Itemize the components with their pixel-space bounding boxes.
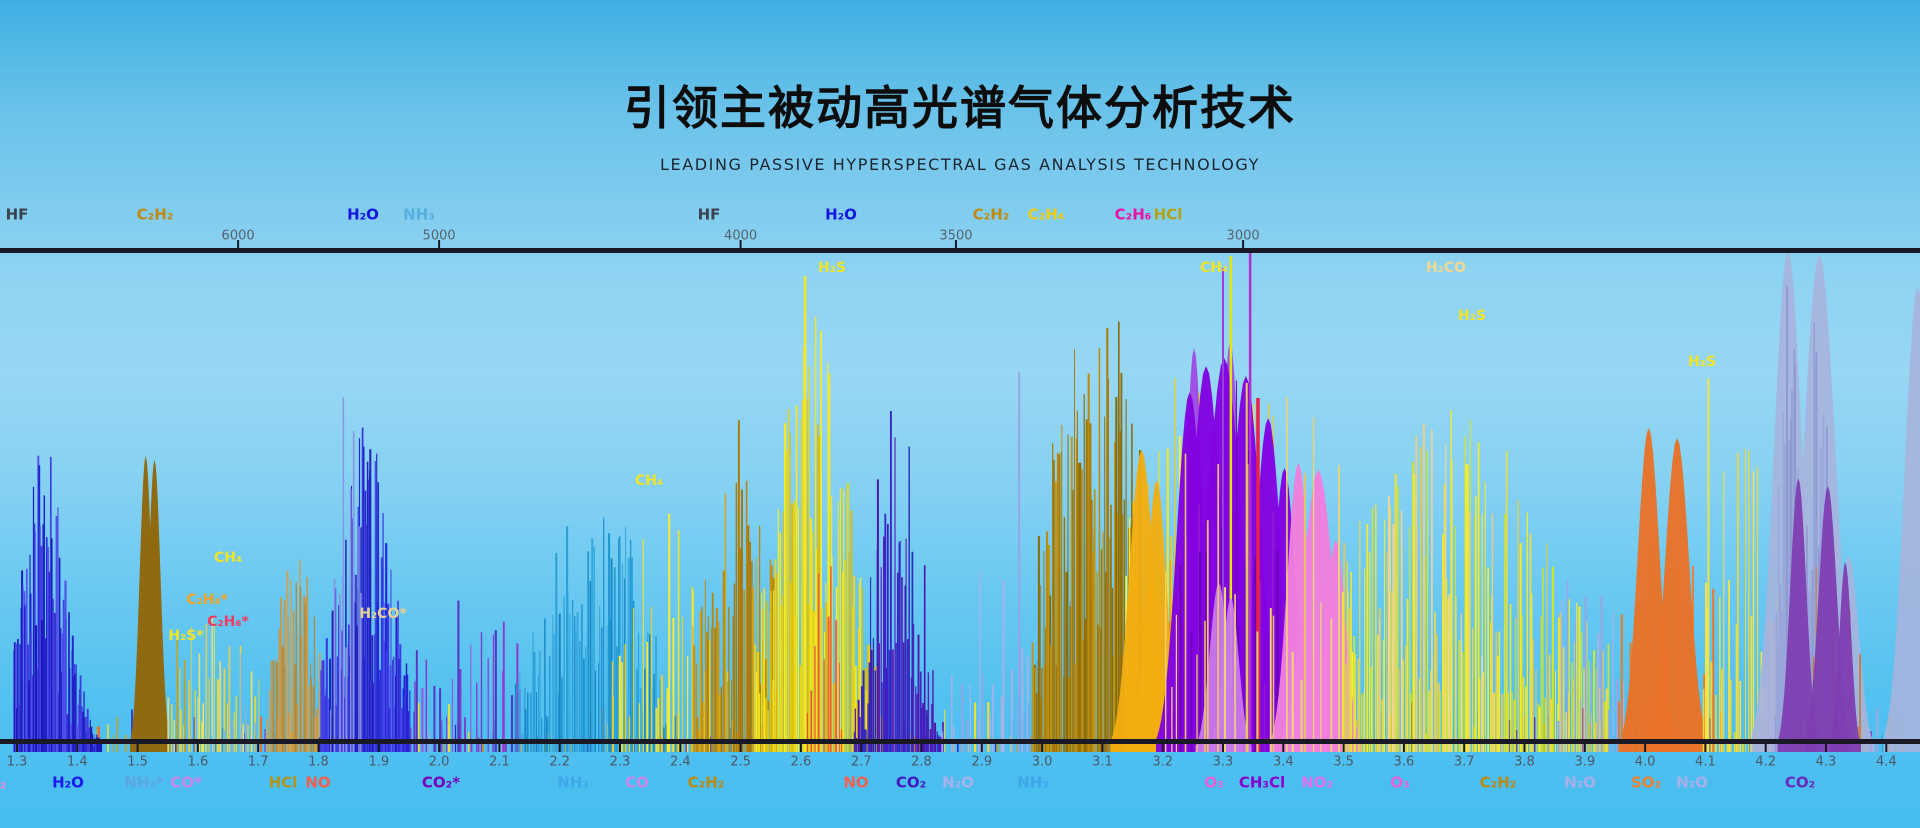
- gas-label-bottom: SO₂: [1630, 773, 1662, 792]
- gas-label-chart: H₂S: [818, 260, 846, 276]
- gas-label-chart: H₂S*: [168, 628, 204, 644]
- gas-label-bottom: CO₂: [895, 773, 927, 792]
- bottom-axis-tick-label: 2.3: [609, 754, 631, 770]
- bottom-axis-tick-label: 3.5: [1333, 754, 1354, 770]
- gas-label-top: HF: [5, 205, 29, 224]
- gas-label-top: NH₃: [403, 205, 435, 224]
- bottom-axis-tick-label: 2.2: [549, 754, 571, 770]
- gas-label-bottom: NH₃: [557, 773, 589, 792]
- gas-label-top: C₂H₄: [1027, 205, 1065, 224]
- bottom-axis-tick-label: 3.2: [1152, 754, 1174, 770]
- bottom-axis-tick-label: 3.8: [1514, 754, 1535, 770]
- gas-label-bottom: CO: [625, 773, 649, 792]
- gas-label-top: H₂O: [347, 205, 379, 224]
- gas-label-bottom: CO₂: [1784, 773, 1816, 792]
- bottom-axis-tick-label: 3.4: [1272, 754, 1294, 770]
- gas-label-top: C₂H₂: [972, 205, 1010, 224]
- gas-label-chart: H₂S: [1688, 354, 1716, 370]
- bottom-axis-tick-label: 2.0: [428, 754, 450, 770]
- gas-label-top: C₂H₂: [136, 205, 174, 224]
- bottom-axis-tick-label: 3.6: [1393, 754, 1415, 770]
- gas-label-bottom: N₂O: [1564, 773, 1596, 792]
- gas-label-bottom: ₂: [0, 774, 7, 793]
- top-axis-tick-label: 3500: [939, 228, 973, 244]
- bottom-axis-tick-label: 1.5: [127, 754, 148, 770]
- bottom-axis-tick-label: 3.7: [1453, 754, 1475, 770]
- gas-label-bottom: NO: [305, 773, 331, 792]
- bottom-axis-tick-label: 2.1: [489, 754, 510, 770]
- gas-label-bottom: C₂H₂: [1479, 773, 1517, 792]
- bottom-axis-tick-label: 1.6: [187, 754, 209, 770]
- bottom-axis-tick-label: 2.8: [911, 754, 932, 770]
- bottom-axis-tick-label: 4.2: [1755, 754, 1777, 770]
- gas-label-bottom: O₃: [1390, 773, 1410, 792]
- bottom-axis-tick-label: 4.3: [1815, 754, 1837, 770]
- bottom-axis-tick-label: 2.6: [790, 754, 812, 770]
- page-subtitle: LEADING PASSIVE HYPERSPECTRAL GAS ANALYS…: [659, 155, 1261, 174]
- gas-label-bottom: H₂O: [52, 773, 84, 792]
- bottom-axis-tick-label: 1.7: [247, 754, 269, 770]
- bottom-axis-tick-label: 4.4: [1875, 754, 1897, 770]
- gas-label-chart: H₂CO: [1425, 260, 1467, 276]
- bottom-axis-tick-label: 1.4: [66, 754, 88, 770]
- bottom-axis-tick-label: 2.7: [850, 754, 872, 770]
- gas-label-bottom: NH₃*: [124, 773, 164, 792]
- gas-label-top: HF: [697, 205, 721, 224]
- bottom-axis-tick-label: 1.9: [368, 754, 390, 770]
- gas-label-bottom: C₂H₂: [687, 773, 725, 792]
- gas-label-bottom: N₂O: [942, 773, 974, 792]
- bottom-axis-tick-label: 4.1: [1695, 754, 1716, 770]
- bottom-axis-tick-label: 2.4: [669, 754, 691, 770]
- gas-label-chart: C₂H₄*: [186, 592, 228, 608]
- top-axis-tick-label: 3000: [1226, 228, 1260, 244]
- gas-label-chart: H₂S: [1458, 308, 1486, 324]
- gas-label-chart: CH₄: [634, 473, 664, 489]
- gas-label-chart: H₂CO*: [359, 606, 407, 622]
- page-title: 引领主被动高光谱气体分析技术: [624, 81, 1296, 135]
- gas-label-top: HCl: [1153, 205, 1183, 224]
- bottom-axis-tick-label: 2.9: [971, 754, 993, 770]
- gas-label-bottom: HCl: [268, 773, 298, 792]
- gas-label-bottom: NO₂: [1301, 773, 1333, 792]
- gas-label-chart: C₂H₆*: [207, 614, 249, 630]
- bottom-axis-tick-label: 4.0: [1634, 754, 1656, 770]
- gas-label-chart: CH₄: [1199, 260, 1229, 276]
- gas-label-top: H₂O: [825, 205, 857, 224]
- bottom-axis-tick-label: 3.9: [1574, 754, 1596, 770]
- top-axis-tick-label: 5000: [422, 228, 456, 244]
- gas-label-bottom: N₂O: [1676, 773, 1708, 792]
- bottom-axis-tick-label: 1.3: [6, 754, 28, 770]
- gas-label-top: C₂H₆: [1114, 205, 1152, 224]
- gas-label-bottom: NH₃: [1017, 773, 1049, 792]
- bottom-axis-tick-label: 3.0: [1031, 754, 1053, 770]
- bottom-axis-tick-label: 2.5: [730, 754, 751, 770]
- top-axis-tick-label: 6000: [221, 228, 255, 244]
- bottom-axis-tick-label: 3.1: [1092, 754, 1113, 770]
- top-axis-tick-label: 4000: [724, 228, 758, 244]
- gas-label-bottom: CH₃Cl: [1238, 773, 1286, 792]
- gas-label-bottom: O₃: [1204, 773, 1224, 792]
- bottom-axis-tick-label: 1.8: [308, 754, 329, 770]
- gas-label-bottom: NO: [843, 773, 869, 792]
- gas-label-bottom: CO₂*: [421, 773, 461, 792]
- bottom-axis-tick-label: 3.3: [1212, 754, 1234, 770]
- gas-label-bottom: CO*: [170, 773, 202, 792]
- gas-label-chart: CH₄: [213, 550, 243, 566]
